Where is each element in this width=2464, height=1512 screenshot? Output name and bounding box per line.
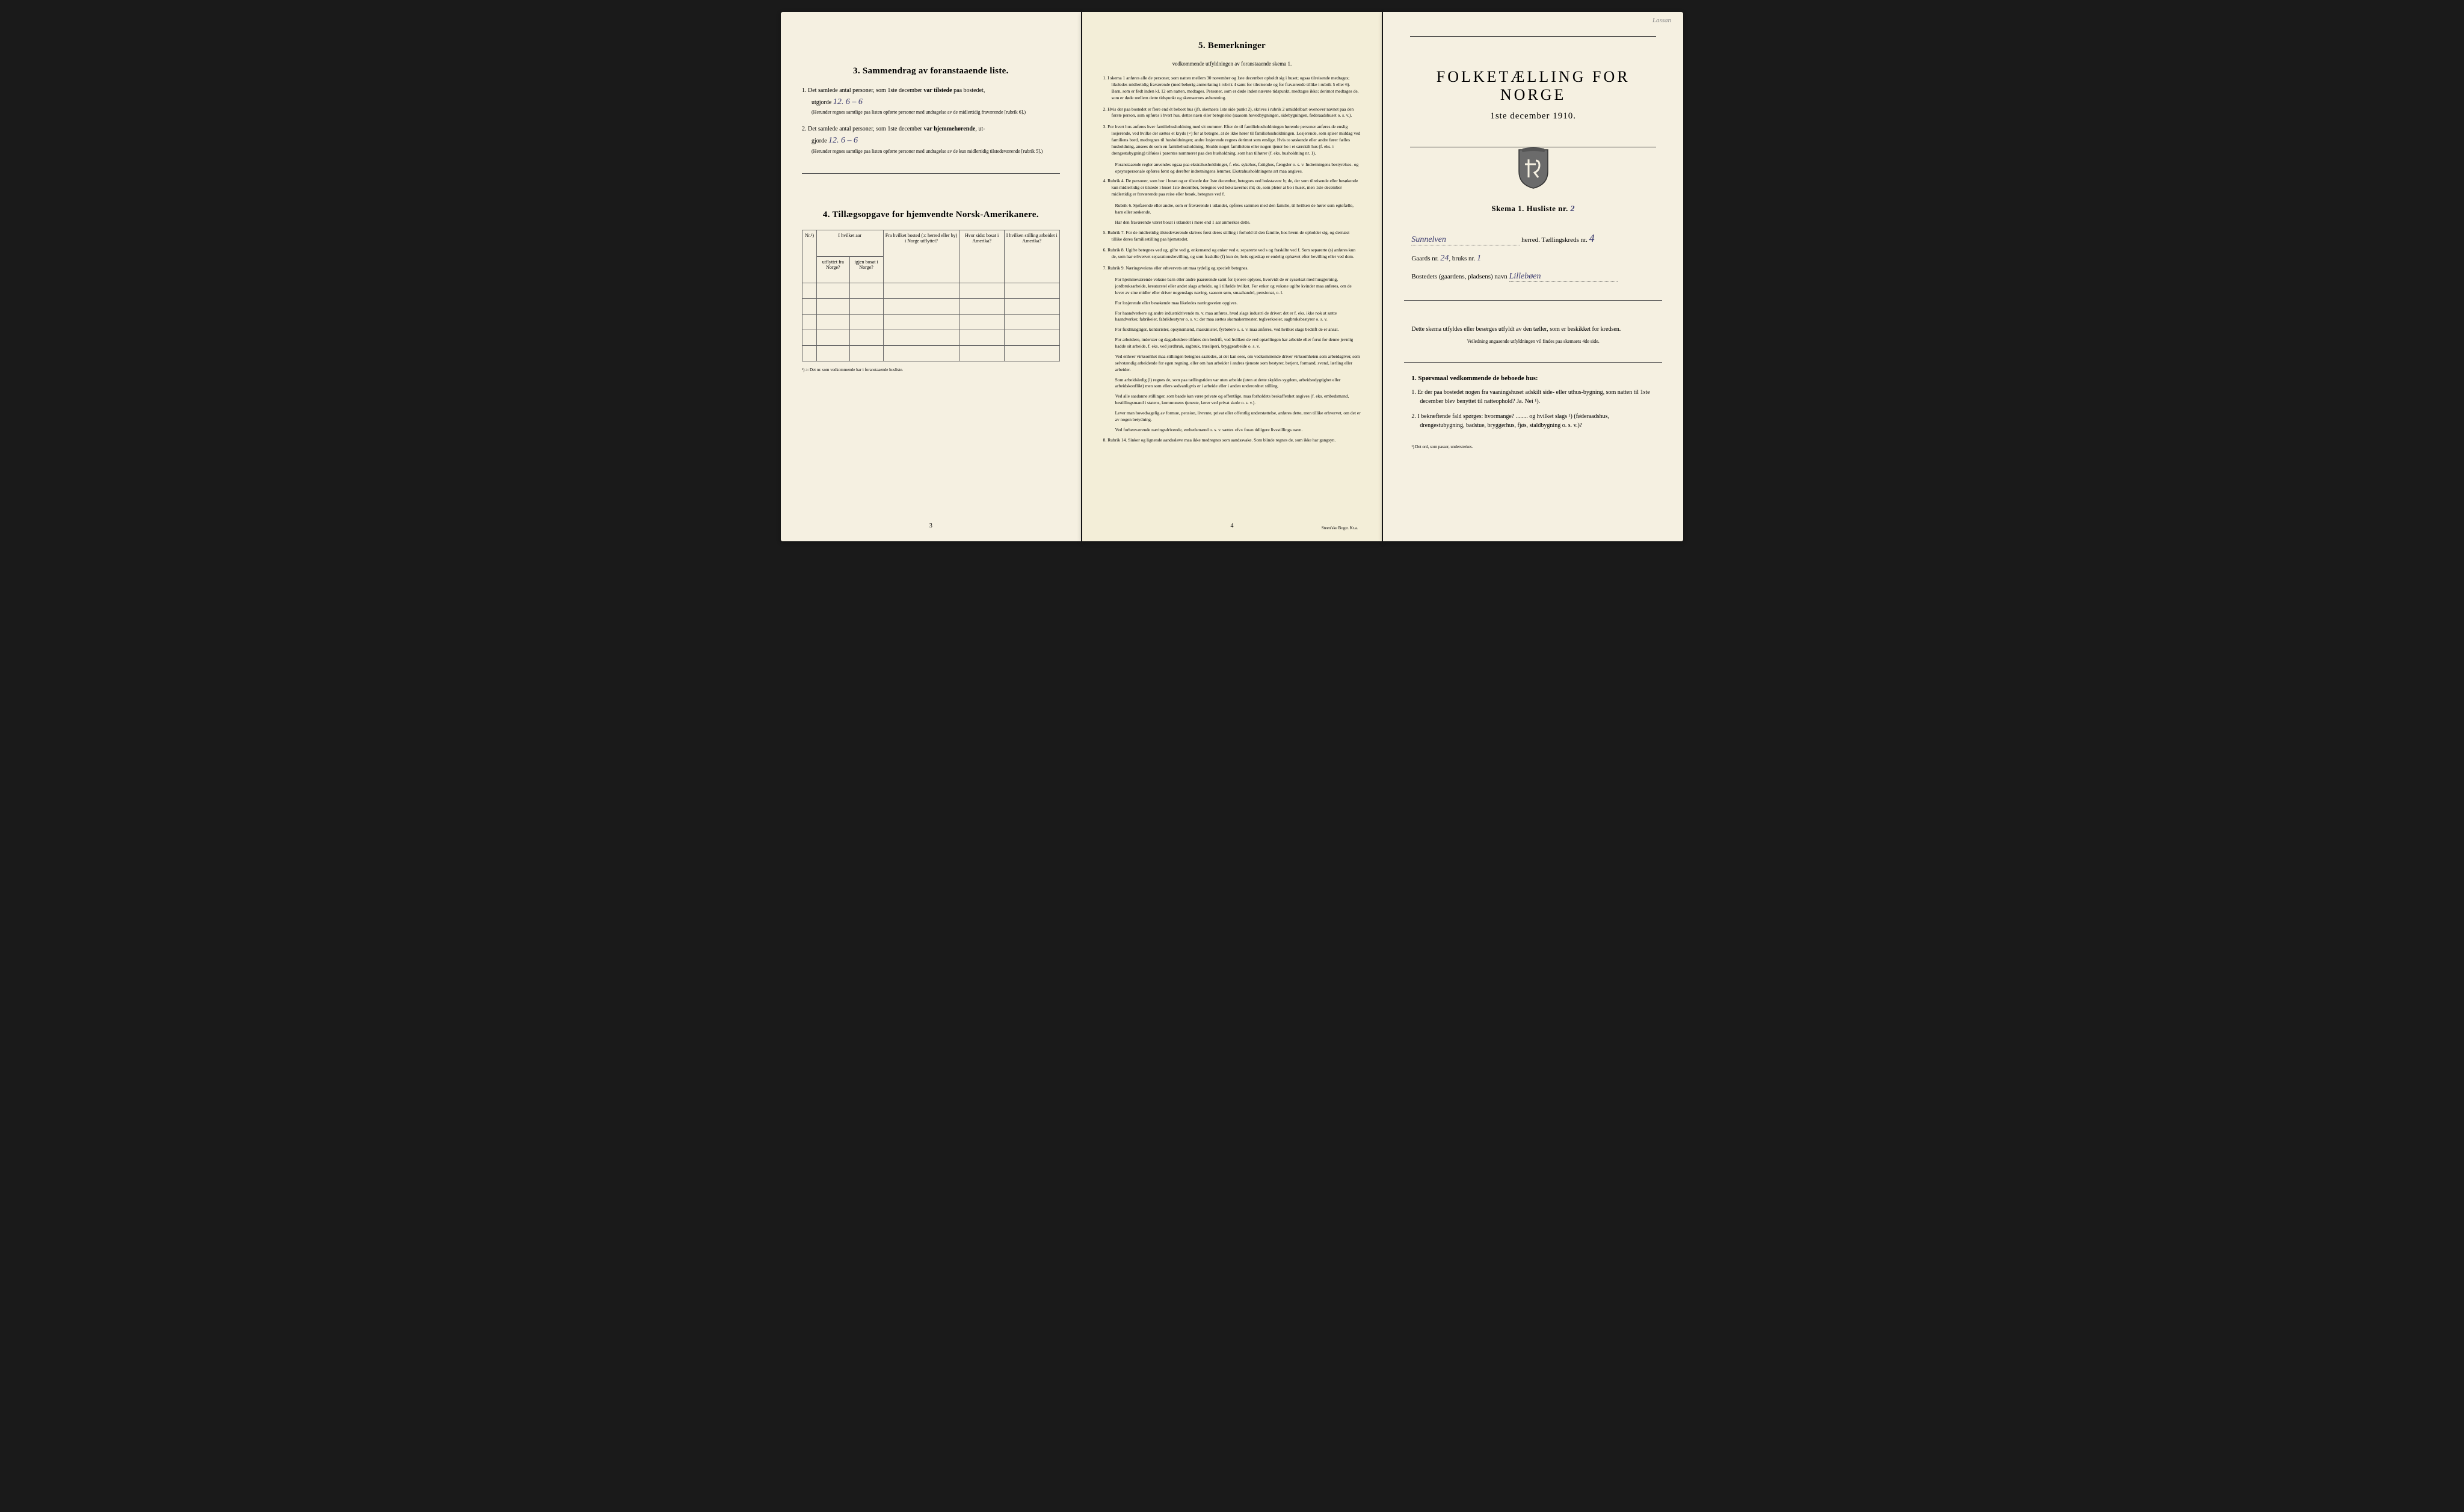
remark-sub: Ved alle saadanne stillinger, som baade …	[1103, 393, 1361, 407]
main-title: FOLKETÆLLING FOR NORGE	[1410, 68, 1656, 104]
document-spread: 3. Sammendrag av foranstaaende liste. 1.…	[781, 12, 1683, 541]
gaards-nr: 24	[1440, 254, 1449, 263]
table-header-row-1: Nr.¹) I hvilket aar Fra hvilket bosted (…	[802, 230, 1060, 256]
th-nr: Nr.¹)	[802, 230, 817, 283]
section-4-heading: 4. Tillægsopgave for hjemvendte Norsk-Am…	[802, 210, 1060, 220]
table-footnote: ¹) ɔ: Det nr. som vedkommende har i fora…	[802, 367, 1060, 372]
item-1-note: (Herunder regnes samtlige paa listen opf…	[812, 109, 1060, 116]
section-5-heading: 5. Bemerkninger	[1103, 41, 1361, 51]
item-1-line2: utgjorde	[812, 99, 833, 106]
remark-item: 3. For hvert hus anføres hver familiehus…	[1103, 124, 1361, 156]
remark-sub: Ved enhver virksomhet maa stillingen bet…	[1103, 354, 1361, 373]
remark-sub: For fuldmægtiger, kontorister, opsynsmæn…	[1103, 327, 1361, 333]
item-2-note: (Herunder regnes samtlige paa listen opf…	[812, 148, 1060, 155]
divider	[802, 173, 1060, 174]
remark-sub: Foranstaaende regler anvendes ogsaa paa …	[1103, 162, 1361, 175]
item-2-line2: gjorde	[812, 138, 828, 144]
remark-sub: For losjerende eller besøkende maa likel…	[1103, 300, 1361, 307]
right-footnote: ¹) Det ord, som passer, understrekes.	[1411, 444, 1655, 449]
bruks-label: , bruks nr.	[1449, 255, 1477, 262]
bosted-line: Bostedets (gaardens, pladsens) navn Lill…	[1404, 272, 1662, 282]
page-middle: 5. Bemerkninger vedkommende utfyldningen…	[1082, 12, 1382, 541]
section-5: 5. Bemerkninger vedkommende utfyldningen…	[1103, 41, 1361, 444]
divider-right-2	[1404, 362, 1662, 363]
herred-value: Sunnelven	[1411, 235, 1520, 245]
page-left: 3. Sammendrag av foranstaaende liste. 1.…	[781, 12, 1081, 541]
skema-line: Skema 1. Husliste nr. 2	[1404, 204, 1662, 214]
remark-item: 1. I skema 1 anføres alle de personer, s…	[1103, 75, 1361, 102]
item-1-bold: var tilstede	[923, 87, 952, 94]
remark-sub: Ved forhenværende næringsdrivende, embed…	[1103, 427, 1361, 434]
item-1: 1. Det samlede antal personer, som 1ste …	[802, 86, 1060, 116]
table-amerikanere: Nr.¹) I hvilket aar Fra hvilket bosted (…	[802, 230, 1060, 361]
page-right: Lassan FOLKETÆLLING FOR NORGE 1ste decem…	[1383, 12, 1683, 541]
question-header: 1. Spørsmaal vedkommende de beboede hus:	[1411, 375, 1655, 382]
coat-of-arms-icon	[1517, 147, 1550, 189]
th-amerika-bosat: Hvor sidst bosat i Amerika?	[959, 230, 1004, 283]
title-block: FOLKETÆLLING FOR NORGE 1ste december 191…	[1410, 36, 1656, 147]
bruks-nr: 1	[1477, 254, 1481, 263]
gaards-label: Gaards nr.	[1411, 255, 1440, 262]
skema-label: Skema 1. Husliste nr.	[1491, 204, 1570, 213]
bosted-value: Lillebøen	[1509, 272, 1618, 282]
instruction-text: Dette skema utfyldes eller besørges utfy…	[1411, 325, 1655, 334]
page-number-middle: 4	[1231, 523, 1234, 529]
th-aar: I hvilket aar	[817, 230, 884, 256]
herred-label: herred. Tællingskreds nr.	[1521, 236, 1589, 244]
herred-line: Sunnelven herred. Tællingskreds nr. 4	[1404, 232, 1662, 245]
section-3: 3. Sammendrag av foranstaaende liste. 1.…	[802, 66, 1060, 155]
th-igjen: igjen bosat i Norge?	[849, 256, 883, 283]
remark-item: 8. Rubrik 14. Sinker og lignende aandssl…	[1103, 437, 1361, 444]
th-bosted: Fra hvilket bosted (ɔ: herred eller by) …	[883, 230, 959, 283]
item-2: 2. Det samlede antal personer, som 1ste …	[802, 124, 1060, 155]
census-date: 1ste december 1910.	[1410, 111, 1656, 121]
remark-item: 2. Hvis der paa bostedet er flere end ét…	[1103, 106, 1361, 120]
remark-item: 4. Rubrik 4. De personer, som bor i huse…	[1103, 178, 1361, 198]
remark-sub: For haandverkere og andre industridriven…	[1103, 310, 1361, 324]
section-3-heading: 3. Sammendrag av foranstaaende liste.	[802, 66, 1060, 76]
question-2: 2. I bekræftende fald spørges: hvormange…	[1420, 412, 1655, 430]
printer-note: Steen'ske Bogtr. Kr.a.	[1322, 526, 1358, 530]
table-row	[802, 283, 1060, 298]
item-2-bold: var hjemmehørende	[923, 126, 975, 132]
item-2-prefix: 2. Det samlede antal personer, som 1ste …	[802, 126, 923, 132]
remark-sub: For arbeidere, inderster og dagarbeidere…	[1103, 337, 1361, 350]
section-4: 4. Tillægsopgave for hjemvendte Norsk-Am…	[802, 210, 1060, 372]
item-1-handwritten: 12. 6 – 6	[833, 97, 863, 106]
item-1-prefix: 1. Det samlede antal personer, som 1ste …	[802, 87, 923, 94]
table-row	[802, 314, 1060, 330]
item-2-suffix: , ut-	[975, 126, 985, 132]
th-utflyttet: utflyttet fra Norge?	[817, 256, 850, 283]
remark-item: 7. Rubrik 9. Næringsveiens eller erhverv…	[1103, 265, 1361, 272]
divider-right	[1404, 300, 1662, 301]
gaards-line: Gaards nr. 24, bruks nr. 1	[1404, 254, 1662, 263]
question-1: 1. Er der paa bostedet nogen fra vaaning…	[1420, 388, 1655, 406]
th-stilling: I hvilken stilling arbeidet i Amerika?	[1004, 230, 1059, 283]
table-row	[802, 330, 1060, 345]
table-row	[802, 345, 1060, 361]
kreds-nr: 4	[1589, 232, 1595, 244]
skema-nr: 2	[1571, 204, 1575, 214]
section-5-subtitle: vedkommende utfyldningen av foranstaaend…	[1103, 61, 1361, 67]
bosted-label: Bostedets (gaardens, pladsens) navn	[1411, 273, 1509, 280]
item-1-suffix: paa bostedet,	[952, 87, 985, 94]
item-2-handwritten: 12. 6 – 6	[828, 136, 858, 145]
remark-sub: Lever man hovedsagelig av formue, pensio…	[1103, 410, 1361, 423]
page-number-left: 3	[929, 523, 932, 529]
remark-list: 1. I skema 1 anføres alle de personer, s…	[1103, 75, 1361, 444]
remark-item: 6. Rubrik 8. Ugifte betegnes ved ug, gif…	[1103, 247, 1361, 260]
pencil-annotation: Lassan	[1652, 17, 1671, 24]
remark-sub: Rubrik 6. Sjøfarende eller andre, som er…	[1103, 203, 1361, 216]
small-instruction: Veiledning angaaende utfyldningen vil fi…	[1404, 339, 1662, 344]
remark-sub: For hjemmeværende voksne barn eller andr…	[1103, 277, 1361, 297]
remark-sub: Som arbeidsledig (l) regnes de, som paa …	[1103, 377, 1361, 390]
table-row	[802, 298, 1060, 314]
remark-sub: Har den fraværende været bosat i utlande…	[1103, 220, 1361, 226]
remark-item: 5. Rubrik 7. For de midlertidig tilstede…	[1103, 230, 1361, 243]
